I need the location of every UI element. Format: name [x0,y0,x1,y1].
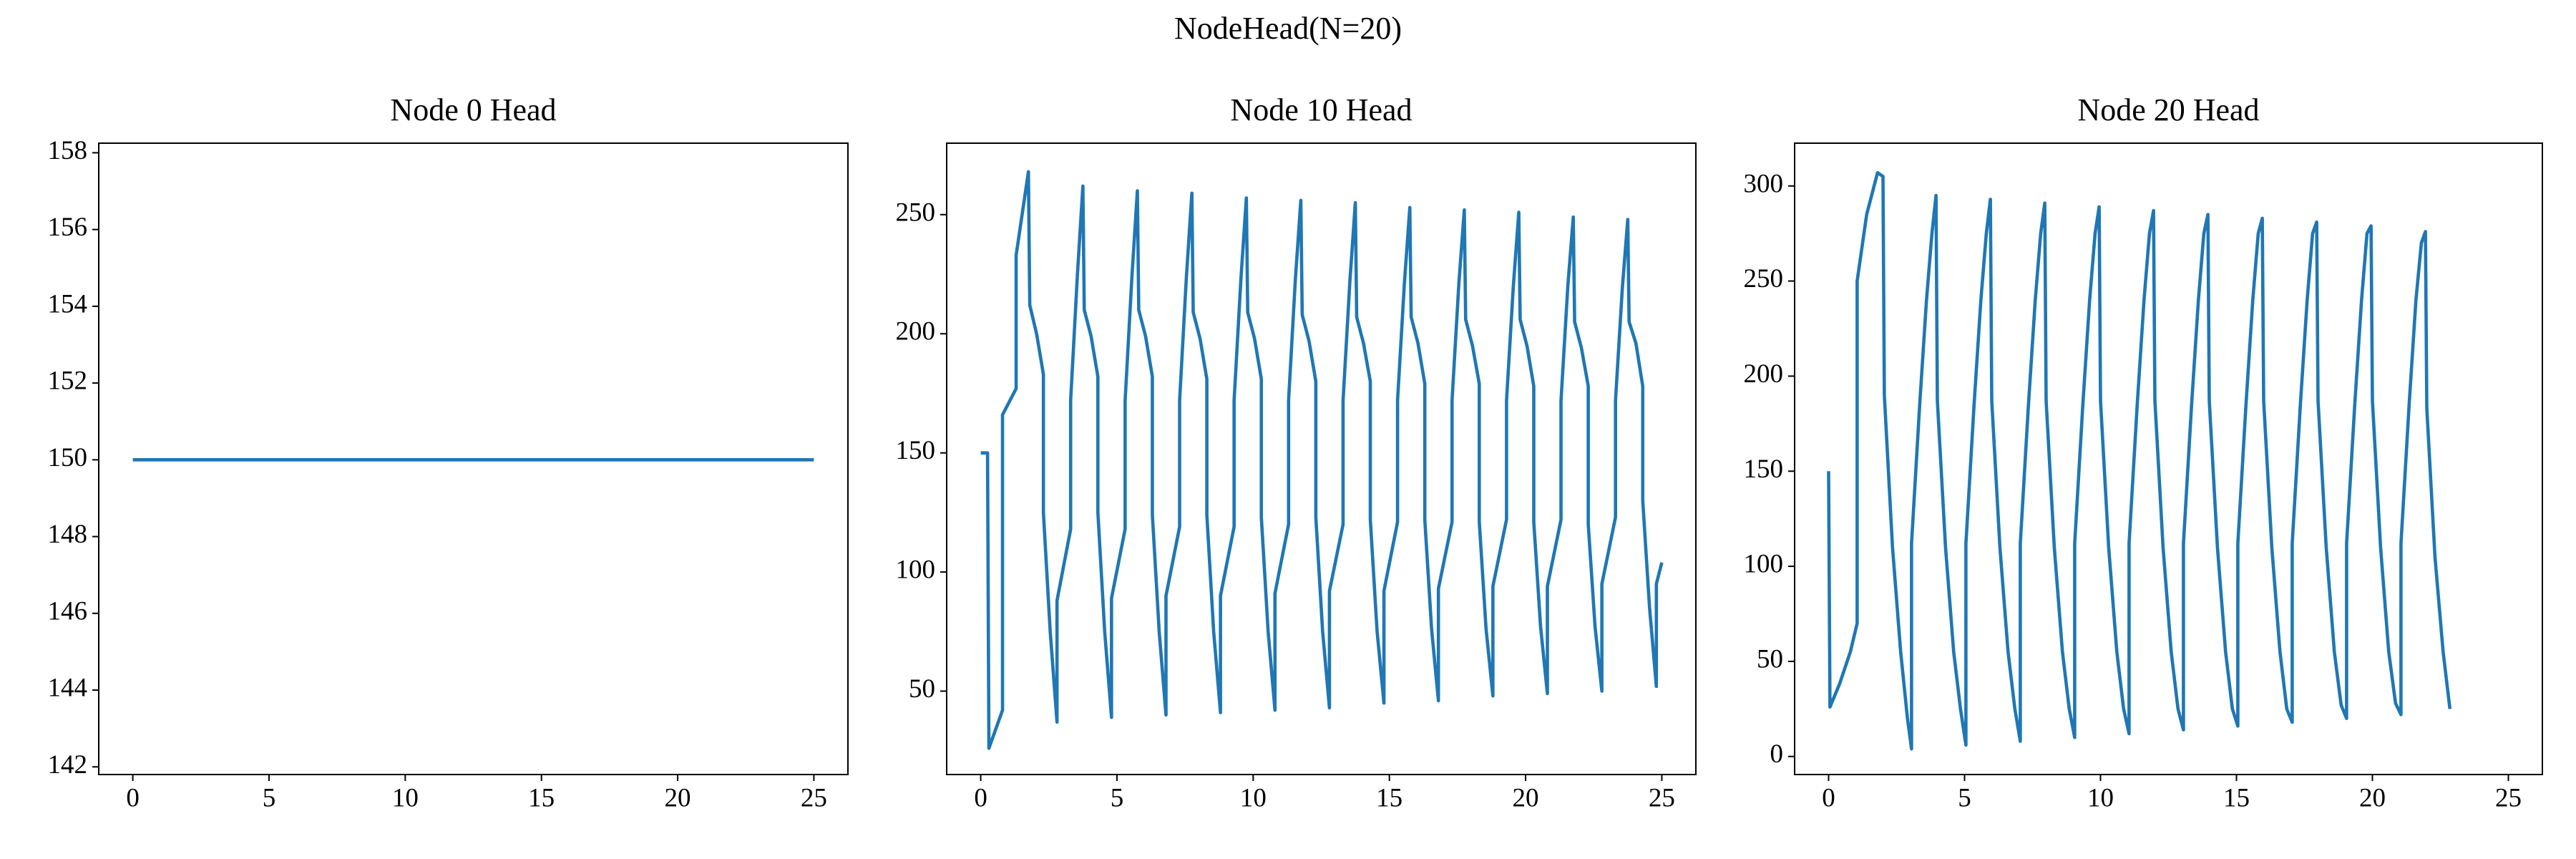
y-tick-label: 250 [1744,264,1784,293]
y-tick-label: 100 [896,555,936,585]
x-tick-label: 15 [528,783,555,812]
y-tick-label: 156 [48,213,88,242]
y-tick-label: 200 [896,317,936,346]
x-tick-label: 10 [1240,783,1267,812]
x-tick-label: 25 [1649,783,1675,812]
x-tick-label: 15 [2223,783,2250,812]
y-tick-label: 146 [48,596,88,626]
y-tick-label: 150 [1744,455,1784,484]
data-line [980,170,1664,750]
x-tick-label: 20 [2359,783,2386,812]
y-tick-label: 300 [1744,169,1784,198]
y-tick-label: 50 [1757,644,1783,674]
x-tick-label: 5 [263,783,276,812]
axes-frame [946,142,1697,775]
x-tick-label: 20 [1513,783,1539,812]
y-tick-label: 150 [896,436,936,465]
x-tick-label: 5 [1111,783,1124,812]
x-tick-label: 0 [974,783,987,812]
subplot-title: Node 10 Head [1230,92,1412,127]
x-tick-label: 20 [665,783,691,812]
y-tick-label: 200 [1744,359,1784,389]
y-tick-label: 148 [48,520,88,549]
y-tick-label: 158 [48,136,88,165]
y-tick-label: 144 [48,674,88,703]
x-tick-label: 10 [392,783,419,812]
y-tick-label: 100 [1744,550,1784,579]
plot-area [1827,170,2452,751]
plot-area [980,170,1664,750]
axes-frame [98,142,849,775]
x-tick-label: 15 [1376,783,1402,812]
y-tick-label: 50 [909,674,935,704]
y-tick-label: 0 [1770,739,1784,769]
x-tick-label: 0 [126,783,140,812]
subplot-title: Node 0 Head [390,92,556,127]
axes-frame [1794,142,2543,775]
x-tick-label: 10 [2087,783,2114,812]
y-tick-label: 154 [48,289,88,319]
y-tick-label: 250 [896,198,936,227]
figure-title: NodeHead(N=20) [1174,11,1402,46]
x-tick-label: 0 [1822,783,1835,812]
data-line [1827,170,2452,751]
y-tick-label: 152 [48,367,88,396]
x-tick-label: 25 [801,783,827,812]
y-tick-label: 142 [48,750,88,780]
subplot-title: Node 20 Head [2077,92,2259,127]
y-tick-label: 150 [48,443,88,472]
x-tick-label: 5 [1958,783,1971,812]
x-tick-label: 25 [2495,783,2522,812]
